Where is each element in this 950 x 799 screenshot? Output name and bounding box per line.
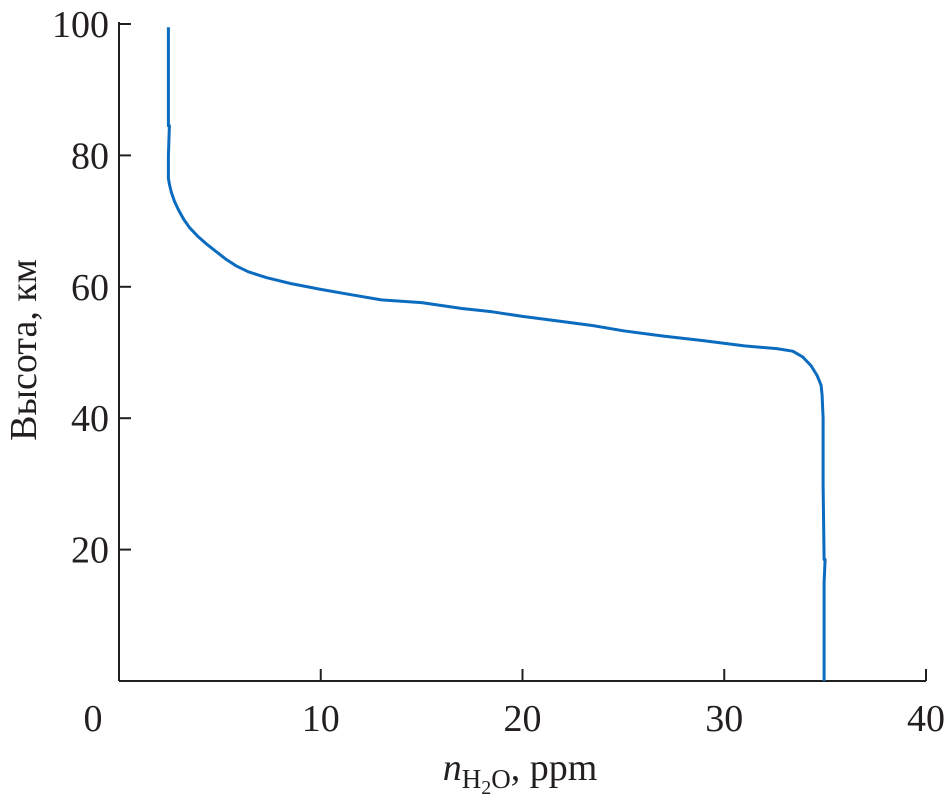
y-tick-label-100: 100	[52, 4, 109, 46]
x-axis-title-unit: , ppm	[511, 747, 598, 789]
series-layer	[166, 27, 827, 681]
x-tick-label-20: 20	[504, 698, 542, 740]
y-tick-label-40: 40	[71, 398, 109, 440]
x-tick-label-10: 10	[302, 698, 340, 740]
x-axis-ticks: 0 10 20 30 40	[84, 669, 945, 740]
x-axis-title-subscript-digit: 2	[481, 777, 491, 799]
x-axis-title-subscript-o: O	[491, 764, 511, 794]
x-tick-label-0: 0	[84, 698, 103, 740]
y-tick-label-60: 60	[71, 267, 109, 309]
series-line-0	[166, 27, 827, 681]
x-axis-title-subscript-h: H	[462, 764, 482, 794]
y-tick-label-20: 20	[71, 530, 109, 572]
y-tick-label-80: 80	[71, 135, 109, 177]
y-axis-title: Высота, км	[3, 259, 45, 441]
x-axis-title-symbol: n	[443, 747, 462, 789]
x-tick-label-40: 40	[907, 698, 945, 740]
x-axis-title: nH2O, ppm	[443, 747, 598, 799]
y-axis-ticks: 20 40 60 80 100	[52, 4, 131, 572]
x-tick-label-30: 30	[705, 698, 743, 740]
plot-area: 0 10 20 30 40 20 40 60 80 100	[52, 4, 945, 740]
